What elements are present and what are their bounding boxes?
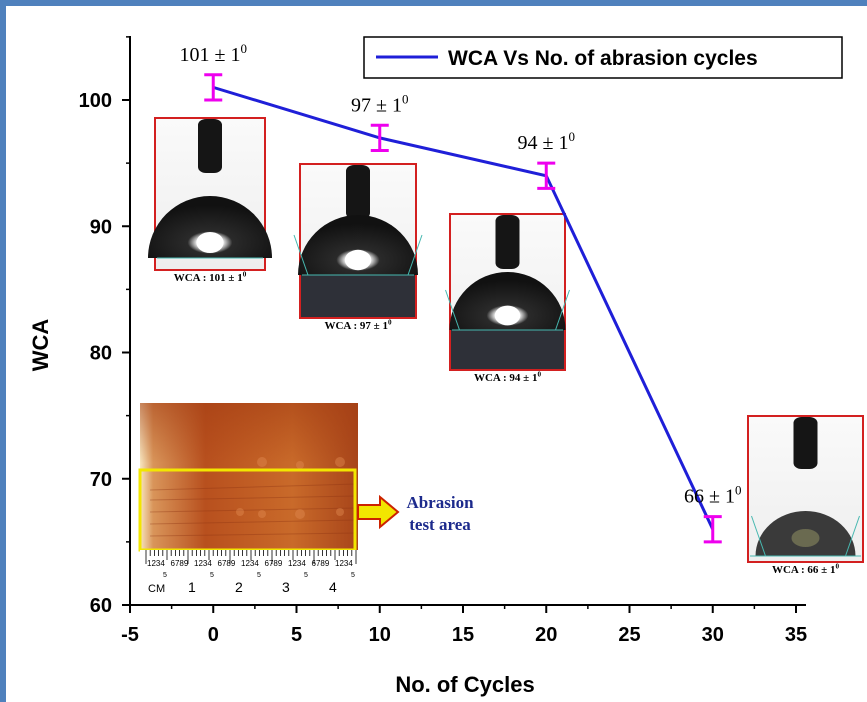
ruler-ticks — [145, 550, 357, 564]
droplet-caption: WCA : 101 ± 10 — [174, 271, 247, 284]
ruler-cm-number: 3 — [282, 579, 290, 595]
x-tick-label: 20 — [535, 624, 557, 646]
tangent-line — [751, 515, 766, 557]
x-tick-label: 30 — [702, 624, 724, 646]
ruler-small-number: 6789 — [171, 559, 189, 568]
substrate — [301, 275, 415, 317]
tangent-line — [445, 289, 460, 331]
ruler-cm-number: CM — [148, 583, 165, 595]
droplet-inset: WCA : 97 ± 10 — [293, 163, 423, 332]
x-tick-label: 25 — [618, 624, 640, 646]
syringe-needle-icon — [346, 165, 370, 219]
axis-ticks — [122, 36, 797, 613]
point-labels: 101 ± 10 97 ± 10 94 ± 10 66 ± 10 — [180, 41, 742, 508]
ruler-small-number: 6789 — [265, 559, 283, 568]
legend: WCA Vs No. of abrasion cycles — [363, 36, 843, 79]
ruler-five-mark: 5 — [304, 572, 308, 579]
y-tick-label: 100 — [79, 90, 112, 112]
ruler-five-marks: 5 5 5 5 5 — [163, 572, 355, 579]
point-label: 97 ± 10 — [351, 91, 408, 116]
x-tick-label: 5 — [291, 624, 302, 646]
ruler-five-mark: 5 — [351, 572, 355, 579]
ruler-small-number: 6789 — [218, 559, 236, 568]
point-label: 66 ± 10 — [684, 483, 741, 508]
x-tick-label: 15 — [452, 624, 474, 646]
droplet-highlight — [344, 249, 372, 271]
substrate — [451, 330, 564, 369]
ruler-small-number: 1234 — [288, 559, 306, 568]
ruler-five-mark: 5 — [210, 572, 214, 579]
point-label: 94 ± 10 — [518, 129, 575, 154]
abrasion-arrow-icon — [357, 494, 400, 530]
point-label: 101 ± 10 — [180, 41, 247, 66]
ruler-small-number: 1234 — [335, 559, 353, 568]
ruler-five-mark: 5 — [163, 572, 167, 579]
droplet-inset: WCA : 66 ± 10 — [747, 415, 864, 576]
droplet-caption: WCA : 94 ± 10 — [474, 371, 541, 384]
error-bar — [537, 161, 556, 190]
x-tick-label: 0 — [208, 624, 219, 646]
droplet-caption: WCA : 97 ± 10 — [324, 319, 391, 332]
y-tick-label: 90 — [90, 216, 112, 238]
ruler-small-number: 1234 — [147, 559, 165, 568]
water-droplet-icon — [298, 215, 418, 275]
droplet-highlight — [791, 529, 820, 547]
error-bar — [370, 123, 389, 152]
ruler-cm-number: 1 — [188, 579, 196, 595]
x-tick-label: -5 — [121, 624, 139, 646]
syringe-needle-icon — [495, 215, 520, 269]
abrasion-label-line1: Abrasion — [406, 493, 474, 512]
droplet-highlight — [196, 231, 224, 254]
y-axis-label: WCA — [28, 319, 53, 372]
ruler-small-numbers: 1234 6789 1234 6789 1234 6789 1234 6789 1234 — [147, 559, 353, 568]
droplet-inset: WCA : 94 ± 10 — [445, 213, 570, 384]
ruler-small-number: 6789 — [312, 559, 330, 568]
syringe-needle-icon — [793, 417, 818, 469]
ruler-five-mark: 5 — [257, 572, 261, 579]
ruler-cm-numbers: CM 1 2 3 4 — [148, 579, 337, 595]
droplet-inset: WCA : 101 ± 10 — [148, 117, 272, 284]
ruler-small-number: 1234 — [194, 559, 212, 568]
x-tick-label: 10 — [369, 624, 391, 646]
x-axis-label: No. of Cycles — [395, 672, 534, 697]
ruler-cm-number: 4 — [329, 579, 337, 595]
series-line-wca — [212, 85, 715, 530]
tangent-line — [845, 515, 860, 557]
legend-label: WCA Vs No. of abrasion cycles — [448, 47, 758, 70]
droplet-insets: WCA : 101 ± 10 WCA : 97 ± 10 WCA : 94 ± 10… — [148, 117, 864, 576]
abrasion-label-line2: test area — [409, 515, 471, 534]
droplet-highlight — [494, 305, 521, 326]
ruler-small-number: 1234 — [241, 559, 259, 568]
y-tick-label: 70 — [90, 469, 112, 491]
water-droplet-icon — [449, 272, 566, 330]
y-tick-label: 60 — [90, 595, 112, 617]
tangent-line — [293, 234, 309, 276]
x-tick-label: 35 — [785, 624, 807, 646]
error-bars — [204, 73, 722, 544]
tangent-line — [555, 289, 570, 331]
error-bar — [703, 515, 722, 544]
syringe-needle-icon — [198, 119, 222, 173]
ruler-cm-number: 2 — [235, 579, 243, 595]
y-tick-label: 80 — [90, 343, 112, 365]
error-bar — [204, 73, 223, 102]
tangent-line — [407, 234, 423, 276]
droplet-caption: WCA : 66 ± 10 — [772, 563, 839, 576]
ruler — [140, 550, 358, 600]
water-droplet-icon — [148, 196, 272, 258]
